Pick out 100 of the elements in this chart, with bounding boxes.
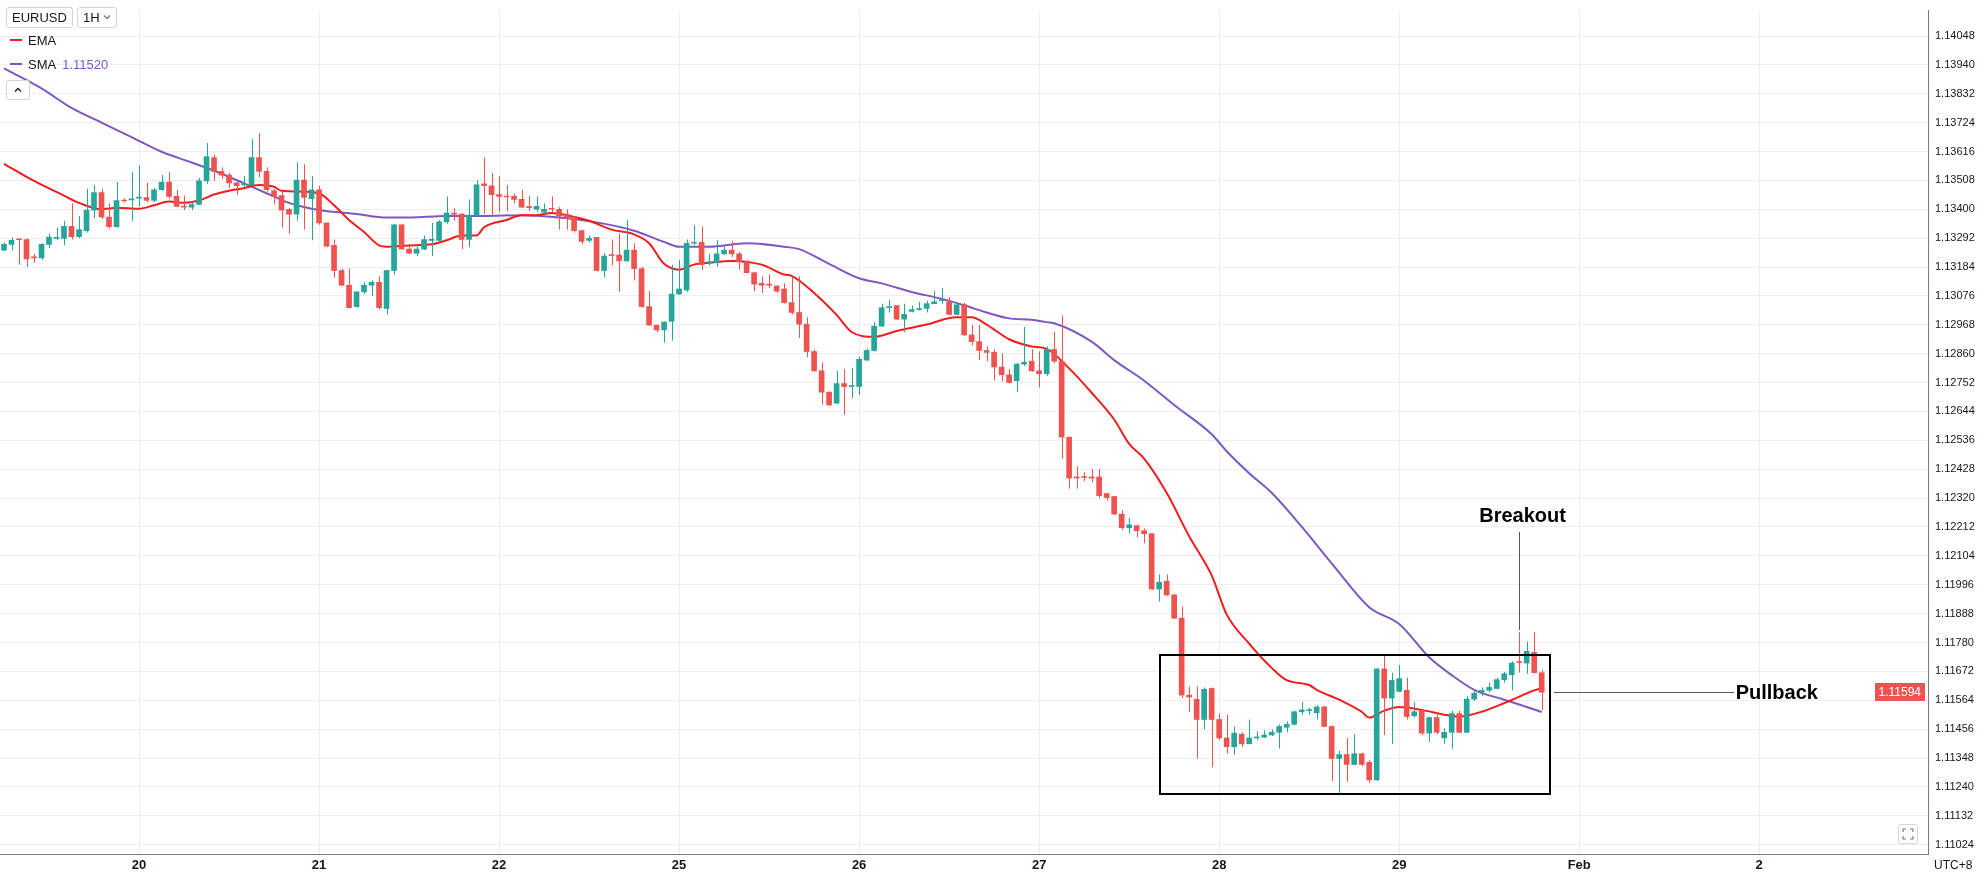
y-tick-label: 1.12860	[1935, 346, 1975, 359]
candlestick	[991, 348, 997, 382]
candlestick	[691, 224, 697, 246]
candlestick	[106, 202, 112, 230]
candlestick	[901, 303, 907, 333]
candlestick	[76, 215, 82, 239]
candlestick	[256, 132, 262, 178]
y-tick-label: 1.14048	[1935, 29, 1975, 42]
candlestick	[143, 182, 150, 203]
candlestick	[676, 259, 682, 296]
y-tick-label: 1.11348	[1935, 751, 1974, 764]
candlestick	[1246, 719, 1252, 745]
candlestick	[436, 219, 442, 243]
candlestick	[616, 233, 622, 293]
candlestick	[1418, 709, 1425, 736]
candlestick	[496, 175, 502, 213]
candlestick	[601, 252, 607, 278]
candlestick	[1096, 468, 1102, 499]
candlestick	[428, 222, 435, 257]
candlestick	[1508, 660, 1515, 691]
x-tick-label: 26	[851, 857, 867, 873]
annotation: Pullback	[1735, 681, 1818, 704]
candlestick	[211, 154, 217, 182]
x-tick-label: 29	[1391, 857, 1407, 873]
candlestick	[68, 202, 75, 240]
x-tick-label: 21	[311, 857, 327, 873]
y-tick-label: 1.12968	[1935, 317, 1975, 330]
candlestick	[631, 242, 637, 281]
x-tick-label: 25	[671, 857, 687, 873]
y-tick-label: 1.12752	[1935, 375, 1975, 388]
x-tick-label: 27	[1031, 857, 1047, 873]
y-tick-label: 1.13940	[1935, 57, 1975, 70]
y-tick-label: 1.13400	[1935, 202, 1975, 215]
x-tick-label: 22	[491, 857, 507, 873]
chart-subtitle: 1H	[82, 9, 100, 25]
y-tick-label: 1.13508	[1935, 173, 1975, 186]
candlestick	[488, 172, 495, 217]
y-tick-label: 1.13616	[1935, 144, 1975, 157]
y-tick-label: 1.11456	[1935, 722, 1974, 735]
legend-label: EMA	[28, 32, 57, 48]
y-tick-label: 1.11996	[1935, 577, 1974, 590]
legend-label: SMA	[28, 56, 57, 72]
candlestick	[1231, 725, 1237, 756]
candlestick	[1171, 593, 1177, 620]
y-tick-label: 1.11888	[1935, 606, 1974, 619]
candlestick	[1516, 631, 1523, 674]
x-tick-label: 20	[131, 857, 147, 873]
candlestick	[788, 275, 795, 315]
candlestick	[1276, 723, 1282, 750]
x-tick-label: 28	[1211, 857, 1227, 873]
candlestick	[91, 184, 97, 219]
y-tick-label: 1.11132	[1935, 808, 1974, 821]
candlestick	[781, 282, 787, 305]
y-tick-label: 1.13724	[1935, 115, 1975, 128]
candlestick	[796, 275, 802, 339]
y-tick-label: 1.12644	[1935, 404, 1975, 417]
candlestick	[976, 324, 982, 361]
candlestick	[841, 368, 847, 416]
candlestick	[16, 237, 22, 266]
candlestick	[646, 290, 652, 327]
candlestick	[1051, 331, 1057, 364]
candlestick	[848, 367, 855, 399]
y-tick-label: 1.13292	[1935, 231, 1975, 244]
candlestick	[61, 220, 67, 246]
y-tick-label: 1.12104	[1935, 548, 1975, 561]
y-tick-label: 1.11240	[1935, 779, 1974, 792]
candlestick	[556, 206, 562, 231]
candlestick	[1351, 733, 1358, 766]
y-tick-label: 1.12536	[1935, 433, 1975, 446]
candlestick	[661, 320, 667, 344]
x-tick-label: Feb	[1567, 857, 1591, 873]
candlestick	[346, 268, 352, 309]
chart-title: EURUSD	[6, 6, 73, 28]
candlestick	[1538, 669, 1545, 711]
candlestick	[1433, 714, 1440, 735]
candlestick	[1036, 351, 1042, 388]
y-tick-label: 1.11672	[1935, 664, 1974, 677]
annotation: 1.11520	[62, 56, 109, 72]
candlestick	[1343, 737, 1350, 783]
candlestick	[818, 361, 825, 406]
candlestick	[308, 175, 315, 241]
candlestick	[166, 171, 172, 200]
y-tick-label: 1.13076	[1935, 288, 1975, 301]
text: UTC+8	[1934, 858, 1973, 872]
candlestick	[1531, 631, 1538, 675]
y-tick-label: 1.12428	[1935, 462, 1975, 475]
candlestick	[1336, 750, 1342, 795]
annotation: 1.11594	[1874, 683, 1925, 702]
candlestick	[1426, 716, 1433, 743]
candlestick	[608, 239, 615, 267]
x-tick-label: 2	[1755, 857, 1763, 873]
candlestick	[301, 163, 307, 231]
candlestick	[811, 348, 817, 373]
y-tick-label: 1.12212	[1935, 519, 1975, 532]
y-tick-label: 1.13832	[1935, 86, 1975, 99]
candlestick	[286, 207, 292, 235]
annotation: Breakout	[1479, 503, 1566, 526]
candlestick	[1216, 713, 1222, 741]
y-tick-label: 1.11564	[1935, 693, 1974, 706]
candlestick	[1448, 710, 1455, 750]
